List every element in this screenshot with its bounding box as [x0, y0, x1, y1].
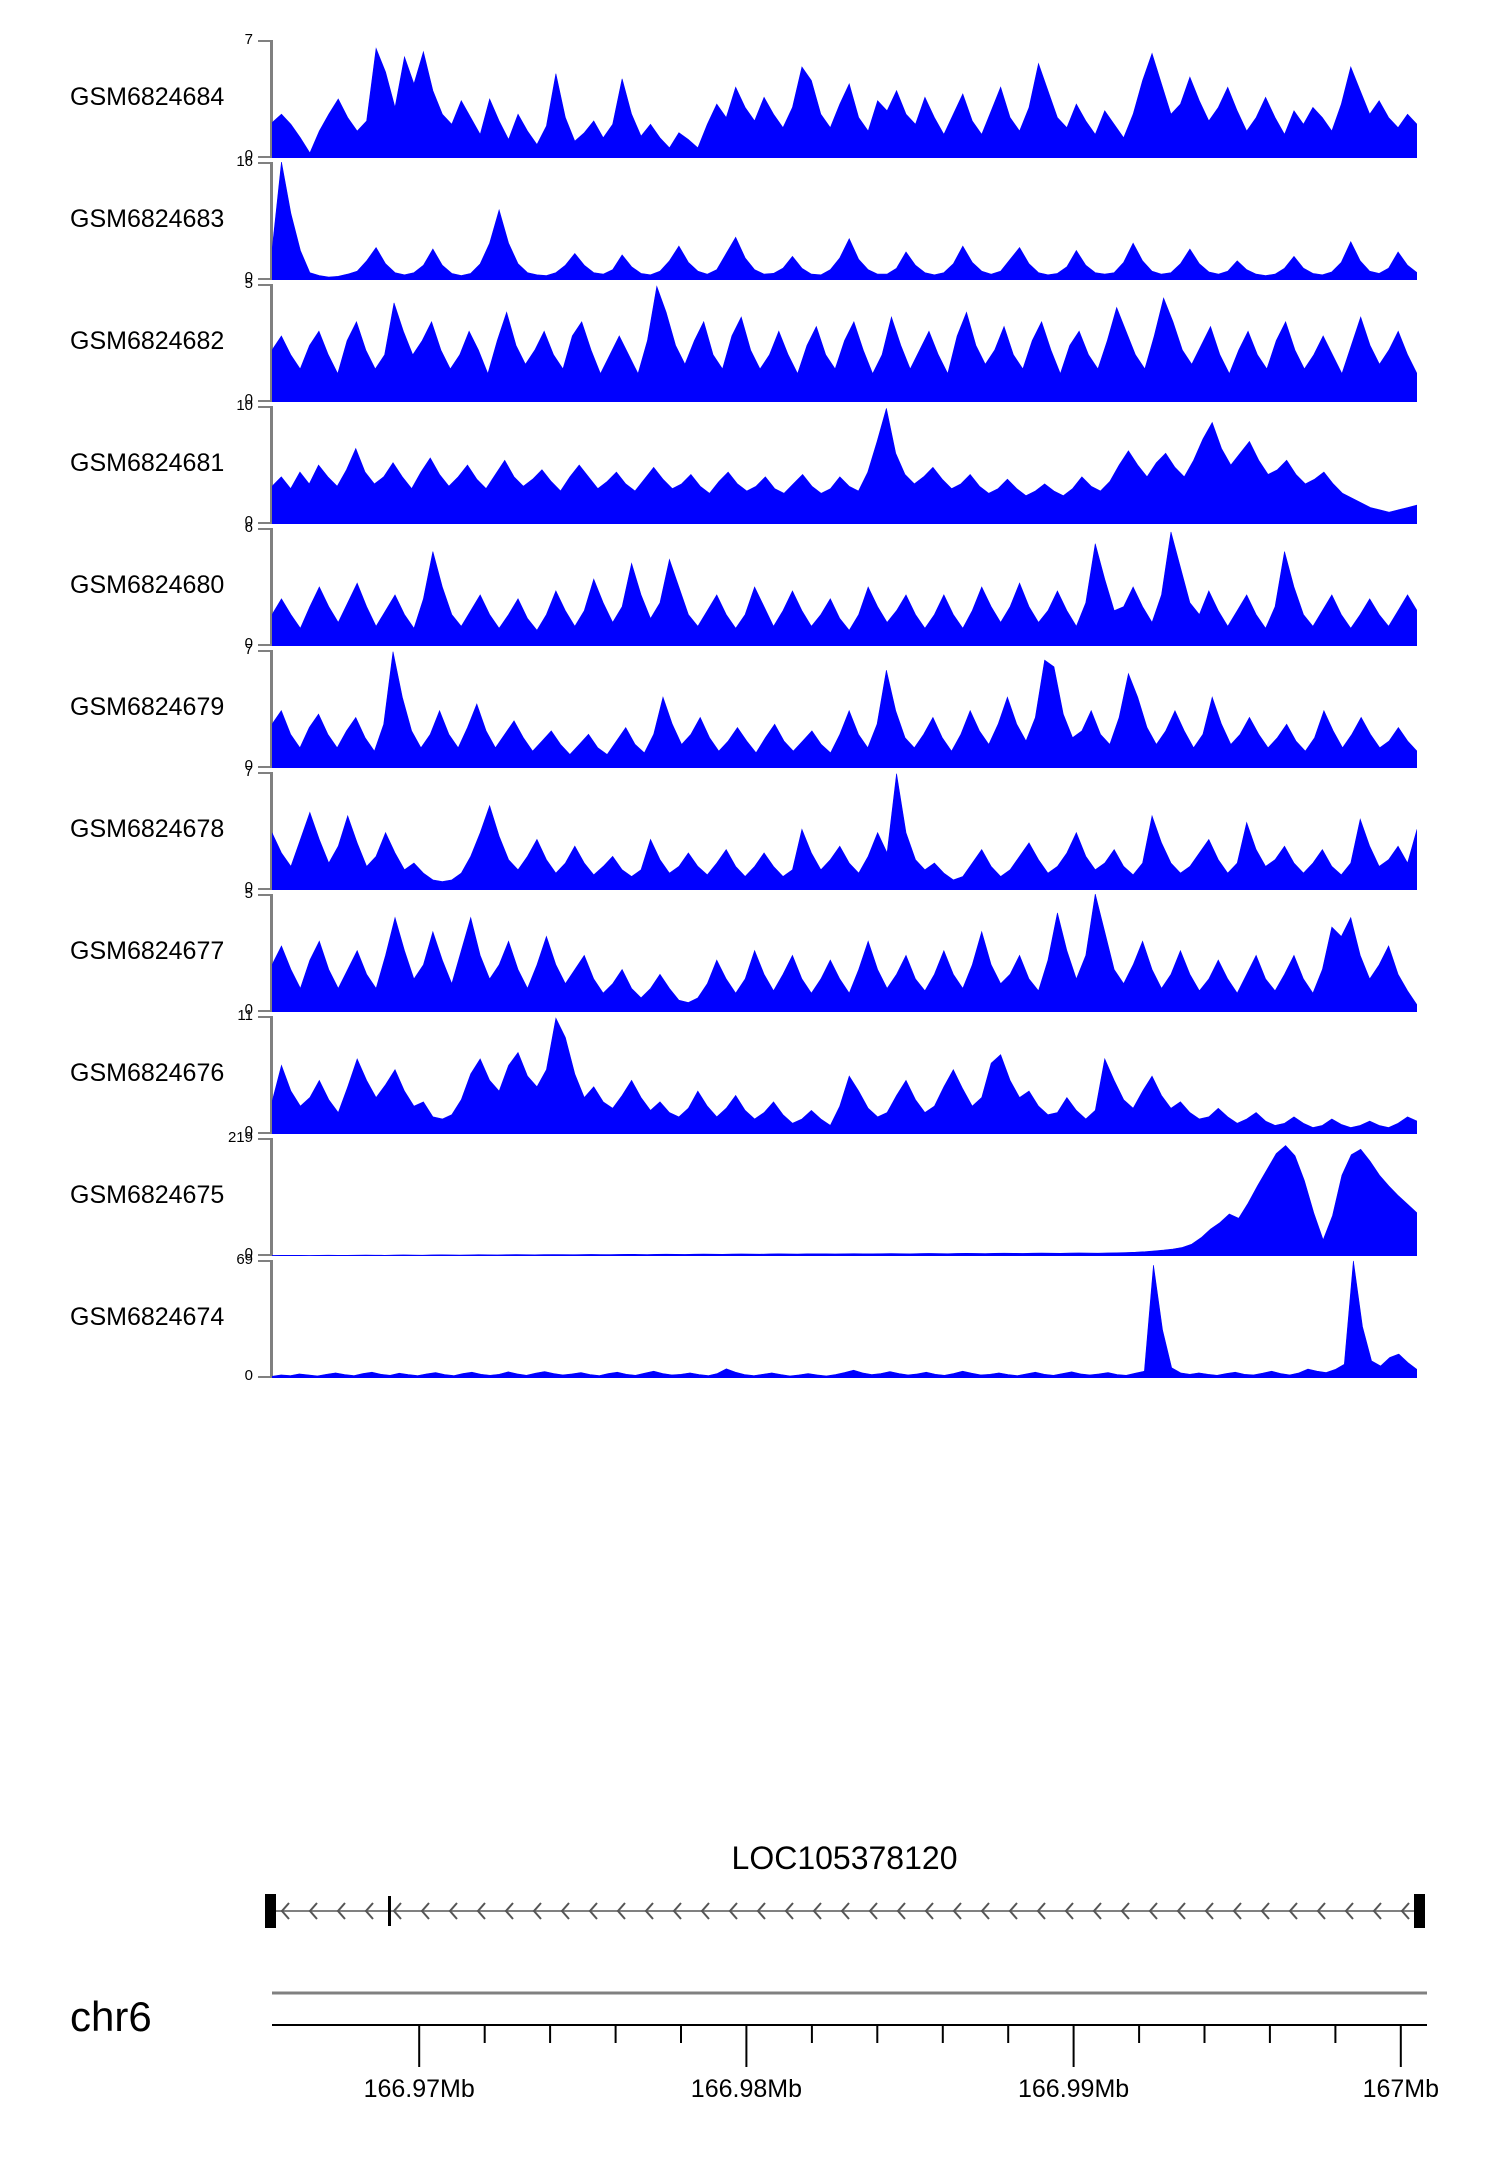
track-label-GSM6824678: GSM6824678: [70, 815, 225, 843]
coverage-track: GSM6824674 69 0: [0, 1251, 1500, 1384]
y-axis-tick-max: [258, 284, 271, 286]
coverage-plot-area[interactable]: [272, 650, 1417, 768]
y-axis-max-value: 7: [244, 641, 253, 658]
y-axis-line: [270, 406, 273, 524]
y-axis-line: [270, 1016, 273, 1134]
coverage-plot-area[interactable]: [272, 1016, 1417, 1134]
y-axis-max-value: 5: [244, 275, 253, 292]
track-label-GSM6824677: GSM6824677: [70, 937, 225, 965]
coverage-track: GSM6824675 219 0: [0, 1129, 1500, 1262]
svg-text:166.99Mb: 166.99Mb: [1018, 2075, 1129, 2103]
y-axis-tick-min: [258, 522, 271, 524]
y-axis-max-value: 10: [236, 397, 253, 414]
track-label-GSM6824675: GSM6824675: [70, 1181, 225, 1209]
y-axis-min-value: 0: [244, 1367, 253, 1384]
y-axis-tick-min: [258, 888, 271, 890]
y-axis-min-value: 0: [244, 757, 253, 774]
track-label-GSM6824679: GSM6824679: [70, 693, 225, 721]
coverage-track: GSM6824679 7 0: [0, 641, 1500, 774]
coverage-plot-area[interactable]: [272, 162, 1417, 280]
y-axis-tick-min: [258, 1376, 271, 1378]
coverage-track: GSM6824677 5 0: [0, 885, 1500, 1018]
y-axis-tick-min: [258, 278, 271, 280]
coverage-plot-area[interactable]: [272, 1260, 1417, 1378]
y-axis-tick-max: [258, 40, 271, 42]
axis-ruler: 166.97Mb 166.98Mb 166.99Mb 167Mb: [262, 1975, 1462, 2140]
y-axis-line: [270, 1260, 273, 1378]
track-label-GSM6824676: GSM6824676: [70, 1059, 225, 1087]
y-axis-min-value: 0: [244, 1123, 253, 1140]
y-axis-line: [270, 284, 273, 402]
track-label-GSM6824683: GSM6824683: [70, 205, 225, 233]
coverage-plot-area[interactable]: [272, 284, 1417, 402]
y-axis-max-value: 5: [244, 885, 253, 902]
coverage-track: GSM6824676 11 0: [0, 1007, 1500, 1140]
y-axis-tick-max: [258, 1260, 271, 1262]
y-axis-tick-max: [258, 650, 271, 652]
y-axis-min-value: 0: [244, 879, 253, 896]
y-axis-tick-min: [258, 1010, 271, 1012]
coverage-track: GSM6824682 5 0: [0, 275, 1500, 408]
y-axis-tick-min: [258, 766, 271, 768]
y-axis-min-value: 0: [244, 147, 253, 164]
y-axis-max-value: 69: [236, 1251, 253, 1268]
svg-text:166.98Mb: 166.98Mb: [691, 2075, 802, 2103]
y-axis-tick-max: [258, 1016, 271, 1018]
track-label-GSM6824684: GSM6824684: [70, 83, 225, 111]
chromosome-label: chr6: [70, 1993, 152, 2040]
track-label-GSM6824682: GSM6824682: [70, 327, 225, 355]
y-axis-tick-max: [258, 528, 271, 530]
y-axis-line: [270, 1138, 273, 1256]
y-axis-max-value: 11: [237, 1007, 253, 1024]
y-axis-line: [270, 650, 273, 768]
y-axis-tick-max: [258, 894, 271, 896]
y-axis-max-value: 7: [244, 763, 253, 780]
track-label-GSM6824674: GSM6824674: [70, 1303, 225, 1331]
svg-text:167Mb: 167Mb: [1363, 2075, 1439, 2103]
y-axis-min-value: 0: [244, 513, 253, 530]
coverage-plot-area[interactable]: [272, 406, 1417, 524]
y-axis-max-value: 16: [236, 153, 253, 170]
y-axis-line: [270, 40, 273, 158]
coverage-track: GSM6824684 7 0: [0, 31, 1500, 164]
y-axis-line: [270, 894, 273, 1012]
coverage-track: GSM6824680 6 0: [0, 519, 1500, 652]
y-axis-min-value: 0: [244, 269, 253, 286]
y-axis-line: [270, 162, 273, 280]
coverage-plot-area[interactable]: [272, 528, 1417, 646]
coverage-plot-area[interactable]: [272, 40, 1417, 158]
y-axis-tick-min: [258, 644, 271, 646]
coverage-plot-area[interactable]: [272, 772, 1417, 890]
track-label-GSM6824681: GSM6824681: [70, 449, 225, 477]
y-axis-tick-min: [258, 1132, 271, 1134]
y-axis-min-value: 0: [244, 391, 253, 408]
gene-annotation-track: LOC105378120: [0, 1840, 1500, 1960]
y-axis-line: [270, 772, 273, 890]
coverage-plot-area[interactable]: [272, 1138, 1417, 1256]
y-axis-min-value: 0: [244, 1245, 253, 1262]
y-axis-tick-min: [258, 400, 271, 402]
track-label-GSM6824680: GSM6824680: [70, 571, 225, 599]
gene-name-label: LOC105378120: [731, 1840, 958, 1876]
coverage-track: GSM6824683 16 0: [0, 153, 1500, 286]
y-axis-tick-max: [258, 772, 271, 774]
y-axis-tick-max: [258, 406, 271, 408]
y-axis-max-value: 6: [244, 519, 253, 536]
y-axis-max-value: 219: [227, 1129, 253, 1146]
y-axis-tick-min: [258, 1254, 271, 1256]
y-axis-max-value: 7: [244, 31, 253, 48]
coverage-track: GSM6824678 7 0: [0, 763, 1500, 896]
genome-coordinate-axis: chr6 166.97Mb 166.98Mb 166.99Mb 167Mb: [0, 1975, 1500, 2170]
y-axis-tick-max: [258, 162, 271, 164]
svg-text:166.97Mb: 166.97Mb: [364, 2075, 475, 2103]
y-axis-tick-max: [258, 1138, 271, 1140]
y-axis-min-value: 0: [244, 1001, 253, 1018]
coverage-plot-area[interactable]: [272, 894, 1417, 1012]
y-axis-tick-min: [258, 156, 271, 158]
y-axis-line: [270, 528, 273, 646]
y-axis-min-value: 0: [244, 635, 253, 652]
gene-model-glyph[interactable]: [262, 1888, 1432, 1934]
coverage-track: GSM6824681 10 0: [0, 397, 1500, 530]
